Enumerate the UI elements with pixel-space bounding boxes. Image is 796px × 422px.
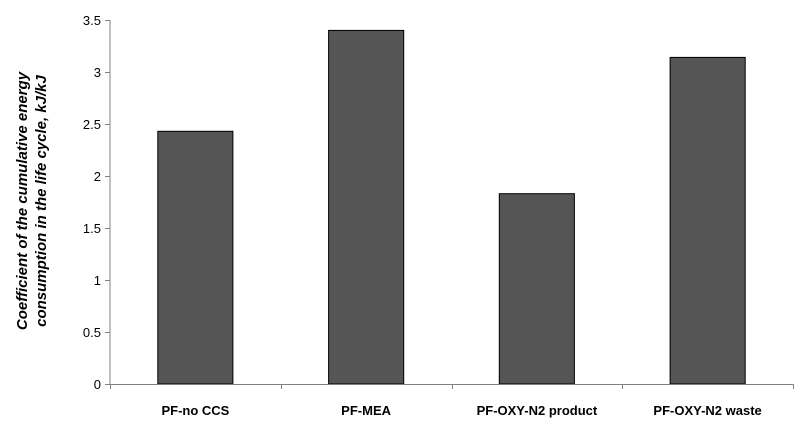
y-tick-label: 2.5 <box>83 117 101 132</box>
bar <box>328 29 405 385</box>
bar <box>669 56 746 385</box>
y-axis-title-line-2: consumption in the life cycle, kJ/kJ <box>33 74 50 326</box>
bar-series <box>157 29 746 385</box>
y-tick-label: 0.5 <box>83 325 101 340</box>
y-axis: 0 0.5 1 1.5 2 2.5 3 3.5 <box>83 13 111 392</box>
bar <box>157 130 234 385</box>
y-tick-label: 2 <box>94 169 101 184</box>
x-tick-label: PF-no CCS <box>161 403 229 418</box>
y-tick-label: 0 <box>94 377 101 392</box>
bar <box>498 193 575 385</box>
y-axis-title: Coefficient of the cumulative energy con… <box>14 71 50 330</box>
x-axis: PF-no CCS PF-MEA PF-OXY-N2 product PF-OXY-N… <box>110 384 794 418</box>
y-tick-label: 3 <box>94 65 101 80</box>
y-axis-title-line-1: Coefficient of the cumulative energy <box>14 71 31 330</box>
x-tick-label: PF-OXY-N2 waste <box>653 403 761 418</box>
x-tick-label: PF-OXY-N2 product <box>477 403 598 418</box>
y-tick-label: 3.5 <box>83 13 101 28</box>
y-tick-label: 1 <box>94 273 101 288</box>
y-tick-label: 1.5 <box>83 221 101 236</box>
x-tick-label: PF-MEA <box>341 403 391 418</box>
